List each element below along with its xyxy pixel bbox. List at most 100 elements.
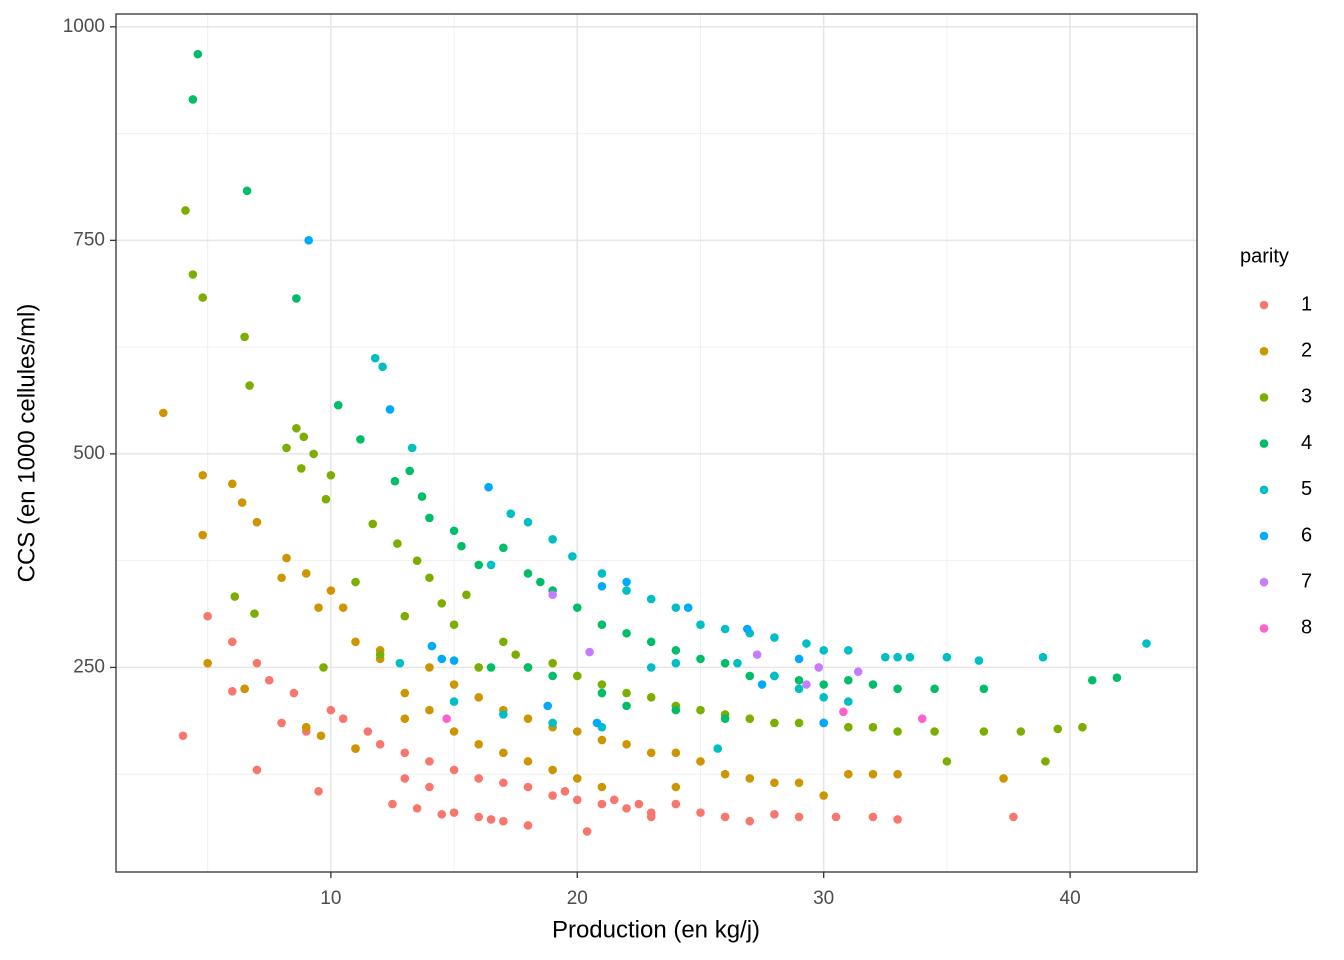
point — [499, 778, 508, 788]
point — [622, 628, 631, 638]
point — [230, 592, 240, 601]
point — [646, 594, 656, 604]
point — [844, 697, 853, 706]
point — [474, 774, 484, 783]
point — [198, 530, 208, 540]
point — [622, 586, 631, 595]
point — [720, 658, 730, 668]
legend-label: 8 — [1301, 617, 1312, 639]
point — [309, 449, 318, 459]
point — [400, 714, 410, 723]
point — [326, 586, 336, 595]
point — [425, 782, 434, 792]
axes: 10 20 30 40 250 500 750 1000 — [63, 16, 1081, 909]
point — [597, 620, 607, 630]
point — [548, 791, 557, 800]
point — [743, 624, 752, 634]
point — [839, 707, 848, 717]
point — [868, 680, 878, 689]
point — [252, 658, 262, 668]
point — [316, 731, 326, 741]
point — [301, 722, 311, 732]
point — [757, 680, 767, 689]
point — [930, 684, 939, 694]
point — [671, 646, 681, 655]
point — [228, 479, 237, 489]
point — [745, 671, 755, 681]
point — [292, 294, 301, 303]
point — [252, 765, 262, 775]
point — [597, 569, 607, 578]
point — [548, 590, 557, 600]
point — [622, 740, 631, 749]
point — [597, 581, 607, 591]
point — [240, 332, 249, 342]
point — [802, 639, 811, 648]
point — [375, 650, 385, 659]
point — [282, 553, 291, 563]
point — [400, 688, 410, 698]
legend-marker — [1259, 393, 1269, 402]
point — [720, 812, 730, 822]
point — [597, 799, 607, 809]
point — [393, 539, 402, 548]
point — [289, 688, 299, 698]
point — [442, 714, 451, 723]
legend-marker — [1259, 346, 1269, 356]
point — [203, 658, 212, 668]
point — [474, 812, 484, 822]
point — [597, 735, 607, 745]
point — [198, 293, 208, 302]
point — [819, 680, 828, 689]
point — [250, 609, 259, 618]
point — [425, 573, 434, 583]
point — [794, 778, 804, 788]
point — [560, 786, 570, 796]
point — [449, 680, 459, 689]
point — [696, 654, 705, 664]
point — [646, 812, 656, 822]
points — [159, 49, 1151, 836]
y-tick-label: 1000 — [63, 16, 105, 37]
point — [297, 464, 306, 473]
point — [228, 637, 237, 647]
point — [814, 663, 824, 672]
point — [277, 573, 286, 583]
y-axis-title: CCS (en 1000 cellules/ml) — [13, 304, 40, 583]
point — [462, 590, 471, 600]
y-tick-label: 750 — [73, 229, 105, 250]
point — [240, 684, 249, 694]
point — [326, 705, 336, 715]
point — [893, 815, 902, 824]
point — [264, 675, 274, 685]
point — [417, 492, 427, 501]
point — [942, 757, 952, 766]
point — [486, 560, 496, 570]
point — [770, 671, 779, 681]
point — [425, 663, 434, 672]
point — [499, 637, 508, 647]
point — [437, 599, 447, 608]
x-tick-label: 10 — [320, 888, 341, 909]
point — [400, 774, 410, 783]
point — [880, 652, 890, 662]
point — [696, 620, 705, 630]
point — [930, 727, 939, 736]
point — [634, 799, 644, 809]
point — [548, 658, 557, 668]
point — [548, 671, 557, 681]
point — [385, 405, 395, 414]
point — [237, 498, 247, 507]
point — [844, 722, 853, 732]
point — [326, 470, 336, 480]
point — [671, 603, 681, 612]
point — [378, 362, 387, 372]
point — [499, 748, 508, 758]
point — [979, 684, 989, 694]
point — [299, 432, 309, 442]
x-axis-title: Production (en kg/j) — [552, 916, 760, 943]
point — [523, 714, 533, 723]
point — [292, 423, 301, 433]
point — [351, 637, 360, 647]
point — [671, 748, 681, 758]
